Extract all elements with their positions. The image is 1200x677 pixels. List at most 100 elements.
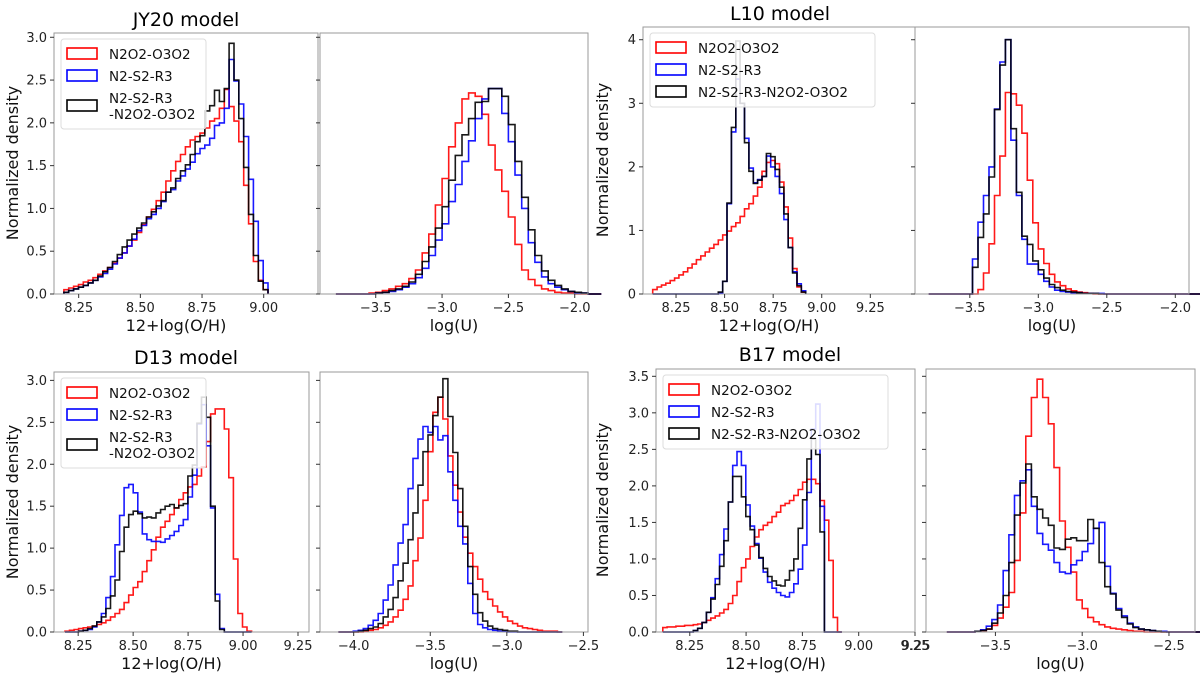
y-tick-label: 0	[628, 288, 636, 303]
y-tick-label: 4	[628, 33, 636, 48]
legend-label: N2-S2-R3-N2O2-O3O2	[711, 427, 861, 443]
histogram-n2o2-o3o2	[662, 478, 842, 633]
panel-oh: 8.25 8.50 8.75 9.00 12+log(O/H) 0.0 0.5 1.0 1.5 2…	[26, 31, 319, 335]
histogram-n2-s2-r3-n2o2-o3o2	[928, 38, 1200, 295]
legend-label: N2-S2-R3	[711, 405, 775, 421]
x-tick-label: −3.5	[954, 301, 986, 316]
histogram-n2-s2-r3	[946, 469, 1200, 633]
legend-swatch-black	[668, 427, 700, 440]
x-axis-label: log(U)	[430, 316, 479, 335]
histogram-n2-s2-r3-n2o2-o3o2	[65, 396, 252, 633]
x-tick-label: 8.75	[788, 639, 817, 654]
x-tick-label: 8.50	[126, 301, 155, 316]
legend-swatch-blue	[66, 69, 98, 82]
histogram-n2-s2-r3-n2o2-o3o2	[662, 438, 842, 633]
axes-frame	[925, 368, 1196, 633]
x-tick-label: 9.00	[249, 301, 278, 316]
x-tick-label: −3.5	[414, 639, 446, 654]
histogram-n2-s2-r3-n2o2-o3o2	[946, 463, 1200, 633]
histogram-n2o2-o3o2	[928, 91, 1200, 295]
x-tick-label: 8.75	[174, 639, 203, 654]
legend-label: N2O2-O3O2	[109, 47, 191, 63]
axes-frame	[319, 371, 589, 633]
x-tick-label: −3.0	[491, 639, 523, 654]
y-tick-label: 1.0	[26, 542, 47, 557]
panel-oh: 8.25 8.50 8.75 9.00 9.25 12+log(O/H) 0 1 2 3 4 N2O2…	[628, 26, 916, 335]
y-tick-label: 2.5	[628, 443, 649, 458]
y-tick-label: 3.0	[26, 31, 47, 46]
legend-label: N2-S2-R3	[698, 63, 762, 79]
x-tick-label: 9.00	[807, 301, 836, 316]
histogram-n2-s2-r3	[928, 38, 1200, 295]
histogram-n2-s2-r3	[338, 425, 563, 633]
x-axis-label: log(U)	[1036, 654, 1085, 673]
x-axis-label: log(U)	[430, 654, 479, 673]
chart-title: D13 model	[134, 347, 238, 369]
x-tick-label: 8.25	[675, 639, 704, 654]
x-tick-label: −2.0	[559, 301, 591, 316]
y-axis-label: Normalized density	[593, 83, 612, 237]
axes-frame	[53, 32, 319, 295]
legend-swatch-red	[66, 386, 98, 399]
y-tick-label: 2.5	[26, 416, 47, 431]
legend-label: -N2O2-O3O2	[109, 107, 195, 123]
x-tick-label: 9.25	[902, 639, 931, 654]
y-tick-label: 2.5	[26, 74, 47, 89]
panel-logu: −3.5 −3.0 −2.5 −2.0 log(U)	[316, 32, 602, 335]
panel-logu: −3.5 −3.0 −2.5 −2.0 log(U)	[911, 26, 1200, 335]
histogram-n2-s2-r3-n2o2-o3o2	[63, 42, 269, 294]
x-tick-label: −3.5	[980, 639, 1012, 654]
y-tick-label: 1.5	[26, 500, 47, 515]
y-axis-label: Normalized density	[3, 86, 22, 240]
legend-swatch-black	[655, 85, 687, 98]
panel-logu: −3.5 −3.0 −2.5 9.25 log(U)	[902, 368, 1200, 673]
y-tick-label: 3.0	[628, 406, 649, 421]
y-tick-label: 3.0	[26, 374, 47, 389]
x-tick-label: 9.25	[856, 301, 885, 316]
legend-swatch-black	[66, 99, 98, 112]
x-tick-label: 9.25	[284, 639, 313, 654]
legend-label: N2O2-O3O2	[698, 41, 780, 57]
y-tick-label: 2.0	[628, 479, 649, 494]
x-tick-label: −3.5	[360, 301, 392, 316]
x-axis-label: 12+log(O/H)	[126, 316, 227, 335]
legend-swatch-red	[668, 383, 700, 396]
x-tick-label: 8.75	[188, 301, 217, 316]
y-tick-label: 1.0	[628, 552, 649, 567]
y-tick-label: 2.0	[26, 116, 47, 131]
legend-box	[649, 32, 876, 108]
x-tick-label: 8.25	[64, 639, 93, 654]
chart-title: L10 model	[730, 3, 830, 25]
legend-label: N2-S2-R3	[109, 408, 173, 424]
legend-label: N2-S2-R3	[109, 69, 173, 85]
legend-box	[662, 374, 889, 450]
legend-swatch-red	[66, 47, 98, 60]
chart-title: JY20 model	[132, 9, 240, 31]
y-tick-label: 2.0	[26, 458, 47, 473]
y-tick-label: 1.5	[628, 516, 649, 531]
x-tick-label: 8.50	[710, 301, 739, 316]
y-axis-label: Normalized density	[3, 425, 22, 579]
histogram-n2o2-o3o2	[335, 92, 602, 295]
x-tick-label: 8.25	[64, 301, 93, 316]
y-tick-label: 3.5	[628, 370, 649, 385]
axes-frame	[914, 26, 1190, 295]
x-tick-label: 8.50	[119, 639, 148, 654]
x-axis-label: 12+log(O/H)	[121, 654, 222, 673]
y-tick-label: 1.5	[26, 159, 47, 174]
x-tick-label: 9.00	[844, 639, 873, 654]
legend-label: N2-S2-R3-N2O2-O3O2	[698, 85, 848, 101]
subfigure-b17-model: B17 model Normalized density 8.25 8.50 8.75 9…	[593, 344, 1200, 673]
legend-label: N2-S2-R3	[109, 430, 173, 446]
legend-swatch-black	[66, 438, 98, 451]
x-tick-label: 9.25	[901, 639, 930, 654]
x-tick-label: −2.5	[568, 639, 600, 654]
chart-title: B17 model	[739, 344, 841, 366]
x-tick-label: 8.50	[732, 639, 761, 654]
x-tick-label: 9.00	[229, 639, 258, 654]
x-axis-label: 12+log(O/H)	[725, 654, 826, 673]
y-tick-label: 0.0	[26, 626, 47, 641]
